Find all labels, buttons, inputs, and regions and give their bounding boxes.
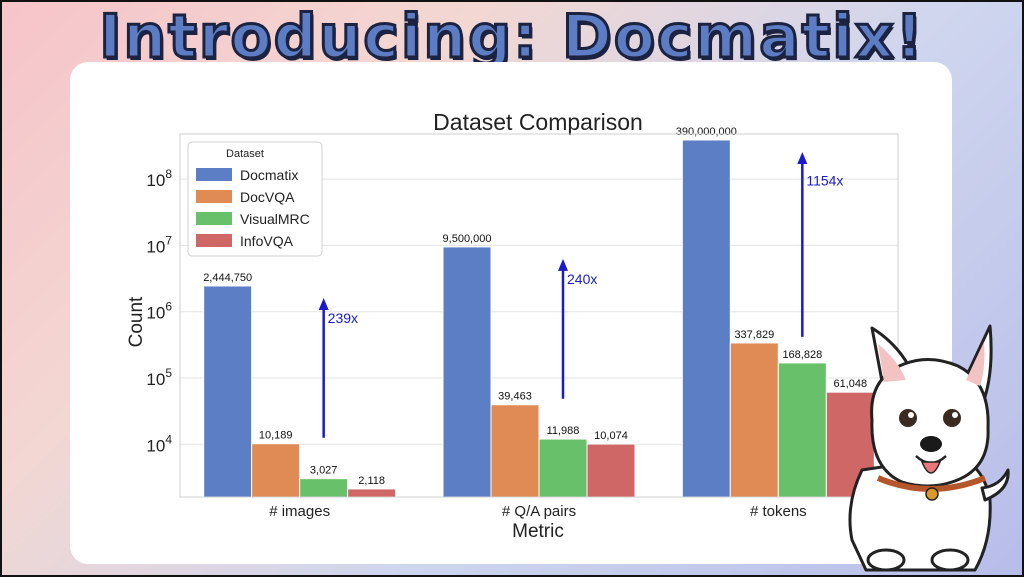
annotation-label: 1154x <box>806 172 843 188</box>
data-label: 9,500,000 <box>443 233 492 245</box>
y-tick-label: 107 <box>146 233 172 256</box>
legend-swatch <box>196 168 232 181</box>
bar-docmatix <box>681 139 731 498</box>
annotation-arrowhead <box>558 258 568 271</box>
legend-item: DocVQA <box>240 189 295 205</box>
data-label: 2,444,750 <box>203 272 252 284</box>
legend-item: VisualMRC <box>240 211 310 227</box>
plot-frame <box>179 133 899 498</box>
y-tick-label: 104 <box>146 432 172 455</box>
annotation-label: 240x <box>567 271 597 287</box>
y-axis-label: Count <box>126 296 147 347</box>
legend-swatch <box>196 234 232 247</box>
bar-docmatix <box>442 246 492 498</box>
data-label: 3,027 <box>310 465 338 477</box>
data-label: 337,829 <box>734 329 774 341</box>
headline: Introducing: Docmatix! <box>98 1 925 74</box>
data-label: 10,074 <box>594 430 628 442</box>
y-tick-label: 108 <box>146 167 172 190</box>
x-tick-label: # tokens <box>750 503 807 520</box>
bar-docvqa <box>729 342 779 498</box>
x-tick-label: # images <box>269 503 330 520</box>
data-label: 10,189 <box>259 430 293 442</box>
data-label: 39,463 <box>498 391 532 403</box>
x-tick-label: # Q/A pairs <box>502 503 576 520</box>
chart-title: Dataset Comparison <box>433 109 643 135</box>
legend-swatch <box>196 212 232 225</box>
y-tick-label: 106 <box>146 300 172 323</box>
data-label: 2,118 <box>358 475 385 487</box>
bar-docvqa <box>251 443 301 498</box>
x-axis-label: Metric <box>512 521 564 542</box>
data-label: 61,048 <box>834 378 868 390</box>
annotation-arrowhead <box>318 297 329 310</box>
data-label: 168,828 <box>782 349 822 361</box>
bar-visualmrc <box>538 438 588 498</box>
data-label: 390,000,000 <box>676 126 737 138</box>
annotation-label: 239x <box>328 310 358 326</box>
data-label: 11,988 <box>547 425 580 437</box>
legend-item: Docmatix <box>240 167 298 183</box>
y-tick-label: 105 <box>146 366 172 389</box>
bar-docvqa <box>490 404 540 498</box>
legend-item: InfoVQA <box>240 233 294 249</box>
annotation-arrowhead <box>797 151 808 164</box>
legend-swatch <box>196 190 232 203</box>
legend-title: Dataset <box>226 148 264 160</box>
bar-infovqa <box>586 443 636 498</box>
